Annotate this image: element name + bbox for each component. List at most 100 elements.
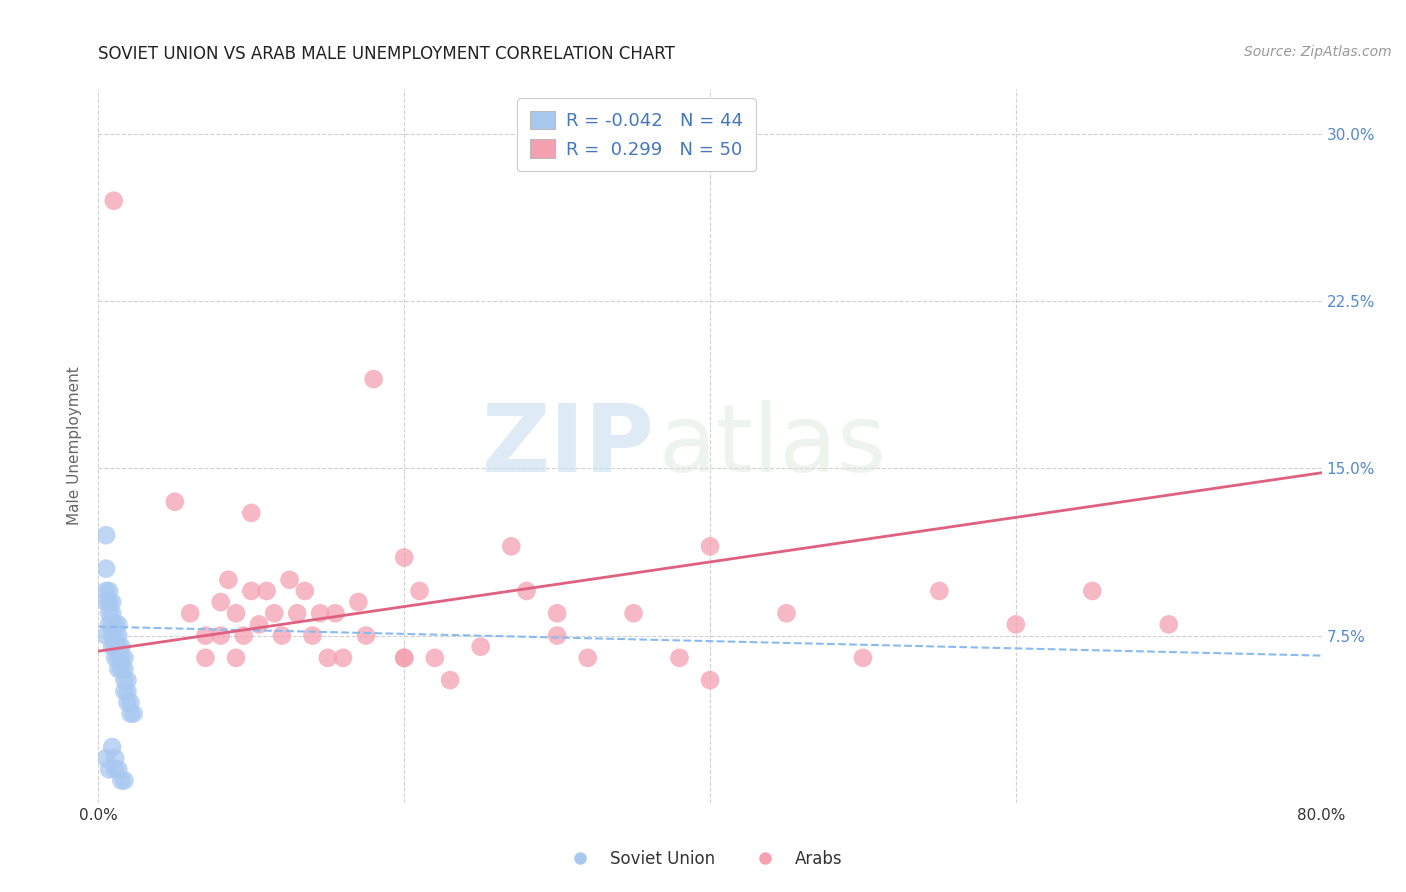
Point — [120, 696, 142, 710]
Point — [104, 617, 127, 632]
Point — [354, 628, 377, 642]
Point — [101, 595, 124, 609]
Point — [294, 583, 316, 598]
Point — [247, 617, 270, 632]
Point — [110, 651, 132, 665]
Point — [546, 607, 568, 621]
Point — [316, 651, 339, 665]
Point — [110, 640, 132, 654]
Legend: Soviet Union, Arabs: Soviet Union, Arabs — [557, 844, 849, 875]
Point — [225, 607, 247, 621]
Point — [104, 651, 127, 665]
Point — [112, 773, 135, 788]
Point — [546, 628, 568, 642]
Point — [225, 651, 247, 665]
Point — [107, 628, 129, 642]
Point — [240, 506, 263, 520]
Point — [392, 651, 416, 665]
Point — [112, 651, 135, 665]
Point — [325, 607, 347, 621]
Point — [104, 640, 127, 654]
Point — [623, 607, 645, 621]
Point — [439, 673, 461, 687]
Point — [1081, 583, 1104, 598]
Point — [104, 762, 127, 776]
Point — [107, 762, 129, 776]
Point — [112, 684, 135, 698]
Point — [209, 595, 232, 609]
Point — [408, 583, 430, 598]
Point — [256, 583, 278, 598]
Text: ZIP: ZIP — [482, 400, 655, 492]
Point — [122, 706, 145, 721]
Point — [699, 539, 721, 553]
Point — [1004, 617, 1026, 632]
Point — [392, 651, 416, 665]
Text: SOVIET UNION VS ARAB MALE UNEMPLOYMENT CORRELATION CHART: SOVIET UNION VS ARAB MALE UNEMPLOYMENT C… — [98, 45, 675, 62]
Point — [117, 696, 139, 710]
Point — [98, 583, 121, 598]
Point — [112, 662, 135, 676]
Point — [110, 662, 132, 676]
Point — [101, 628, 124, 642]
Point — [852, 651, 875, 665]
Point — [301, 628, 323, 642]
Point — [94, 628, 117, 642]
Point — [107, 651, 129, 665]
Point — [775, 607, 797, 621]
Point — [101, 740, 124, 755]
Point — [120, 706, 142, 721]
Point — [117, 684, 139, 698]
Point — [270, 628, 292, 642]
Point — [392, 550, 416, 565]
Point — [98, 762, 121, 776]
Point — [107, 617, 129, 632]
Point — [107, 662, 129, 676]
Point — [217, 573, 239, 587]
Point — [98, 617, 121, 632]
Text: atlas: atlas — [658, 400, 887, 492]
Point — [104, 751, 127, 765]
Point — [285, 607, 308, 621]
Point — [194, 651, 217, 665]
Point — [699, 673, 721, 687]
Legend: R = -0.042   N = 44, R =  0.299   N = 50: R = -0.042 N = 44, R = 0.299 N = 50 — [517, 98, 756, 171]
Point — [104, 628, 127, 642]
Point — [363, 372, 385, 386]
Point — [470, 640, 492, 654]
Point — [101, 617, 124, 632]
Point — [94, 595, 117, 609]
Point — [576, 651, 599, 665]
Point — [332, 651, 354, 665]
Text: Source: ZipAtlas.com: Source: ZipAtlas.com — [1244, 45, 1392, 59]
Point — [501, 539, 523, 553]
Point — [1157, 617, 1180, 632]
Point — [668, 651, 690, 665]
Point — [194, 628, 217, 642]
Point — [309, 607, 332, 621]
Point — [209, 628, 232, 642]
Point — [163, 494, 186, 508]
Point — [107, 640, 129, 654]
Point — [94, 583, 117, 598]
Point — [263, 607, 285, 621]
Point — [98, 607, 121, 621]
Point — [103, 194, 125, 208]
Point — [240, 583, 263, 598]
Point — [98, 595, 121, 609]
Point — [94, 562, 117, 576]
Point — [101, 640, 124, 654]
Point — [278, 573, 301, 587]
Point — [94, 751, 117, 765]
Point — [94, 528, 117, 542]
Y-axis label: Male Unemployment: Male Unemployment — [67, 367, 83, 525]
Point — [347, 595, 370, 609]
Point — [117, 673, 139, 687]
Point — [101, 607, 124, 621]
Point — [516, 583, 538, 598]
Point — [928, 583, 950, 598]
Point — [232, 628, 254, 642]
Point — [112, 673, 135, 687]
Point — [423, 651, 446, 665]
Point — [110, 773, 132, 788]
